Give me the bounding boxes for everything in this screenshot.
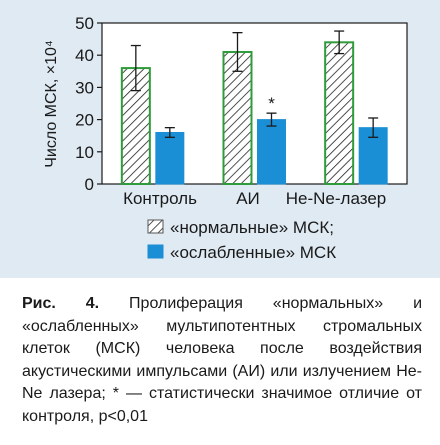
- caption-label: Рис. 4.: [22, 295, 100, 312]
- y-tick-label: 10: [75, 143, 94, 162]
- y-tick-label: 0: [85, 175, 94, 194]
- bar-normal: [222, 50, 253, 186]
- legend-label: «нормальные» МСК;: [170, 218, 334, 237]
- y-tick-label: 40: [75, 46, 94, 65]
- bar-weakened: [257, 119, 286, 185]
- bar-weakened: [155, 131, 185, 185]
- bar-chart: 0 10 20 30 40 50 Число МСК, ×10⁴ * Контроль АИ He-…: [43, 14, 408, 262]
- legend-swatch: [147, 244, 164, 259]
- bar-normal: [324, 41, 355, 185]
- x-tick-label: АИ: [236, 189, 260, 208]
- legend-label: «ослабленные» МСК: [170, 243, 336, 262]
- y-tick-label: 30: [75, 78, 94, 97]
- significance-marker: *: [268, 94, 275, 113]
- legend-swatch: [147, 219, 164, 234]
- figure-caption: Рис. 4. Пролиферация «нормальных» и «осл…: [22, 293, 422, 428]
- plot-area: [101, 22, 408, 185]
- y-axis-label: Число МСК, ×10⁴: [43, 40, 60, 168]
- x-tick-label: He-Ne-лазер: [286, 189, 386, 208]
- caption-text: Пролиферация «нормальных» и «ослабленных…: [22, 295, 422, 425]
- y-tick-label: 50: [75, 14, 94, 33]
- y-tick-label: 20: [75, 111, 94, 130]
- x-tick-label: Контроль: [123, 189, 197, 208]
